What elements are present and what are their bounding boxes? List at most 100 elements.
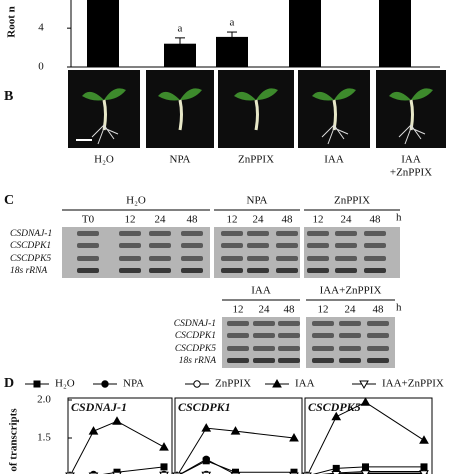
gel-band (149, 256, 171, 261)
seedling-stem (409, 99, 414, 131)
gel-band (77, 256, 99, 261)
legend-label: IAA (295, 378, 315, 390)
unit-label: h (396, 212, 402, 224)
legend-label: IAA+ZnPPIX (382, 378, 444, 390)
marker (201, 423, 212, 432)
time-label: 48 (187, 214, 199, 226)
gel-band (77, 243, 99, 248)
time-label: T0 (82, 214, 95, 226)
series-line (179, 458, 237, 474)
gel-band (181, 231, 203, 236)
condition-label: IAA (324, 154, 344, 166)
y-tick-label: 0 (38, 61, 44, 73)
panel-label: C (4, 193, 14, 208)
unit-label: h (396, 302, 402, 314)
time-label: 24 (259, 304, 271, 316)
gel-band (339, 358, 361, 363)
gel-band (149, 243, 171, 248)
gel-band (364, 256, 386, 261)
marker (419, 435, 429, 444)
marker (202, 455, 210, 463)
condition-label: ZnPPIX (238, 154, 274, 166)
seedling-leaf (234, 88, 278, 101)
bar (216, 36, 248, 67)
time-label: 12 (227, 214, 238, 226)
series-line (177, 427, 295, 474)
marker (160, 463, 168, 471)
gel-band (307, 243, 329, 248)
legend-marker (101, 380, 109, 388)
gel-band (312, 333, 334, 338)
gel-band (227, 333, 249, 338)
gel-band (119, 268, 141, 273)
bar (164, 43, 196, 67)
gel-band (77, 268, 99, 273)
legend-marker (359, 380, 369, 390)
gel-band (339, 333, 361, 338)
time-label: 24 (253, 214, 265, 226)
marker (112, 416, 122, 425)
gel-band (119, 256, 141, 261)
seedling-stem (332, 99, 337, 131)
gel-band (253, 333, 275, 338)
y-axis-label: Root n (6, 6, 18, 37)
legend-label: NPA (123, 378, 144, 390)
gel-band (247, 231, 269, 236)
gel-band (221, 268, 243, 273)
legend-marker (272, 378, 282, 388)
seedling-leaf (158, 88, 202, 101)
condition-label: IAA (401, 154, 421, 166)
marker (88, 426, 99, 435)
group-label: IAA (251, 285, 271, 297)
marker (419, 470, 429, 474)
panel-label: B (4, 89, 13, 104)
time-label: 48 (282, 214, 294, 226)
time-label: 12 (313, 214, 324, 226)
gel-band (364, 243, 386, 248)
plot-frame (67, 397, 173, 474)
gel-band (221, 243, 243, 248)
gel-band (278, 346, 300, 351)
seedling-leaf (389, 88, 433, 101)
gel-band (253, 321, 275, 326)
series-line (70, 420, 165, 474)
gel-band (181, 268, 203, 273)
group-label: NPA (247, 195, 268, 207)
plot-frame (174, 397, 303, 474)
y-tick-label: 1.5 (37, 432, 51, 444)
y-tick-label: 4 (38, 22, 44, 34)
gene-label: CSDNAJ-1 (174, 319, 216, 329)
annotation: a (178, 22, 183, 34)
y-tick-label: 2.0 (37, 394, 51, 406)
bar (289, 0, 321, 68)
gel-band (364, 231, 386, 236)
annotation: a (230, 17, 235, 29)
gel-band (307, 256, 329, 261)
series-line (312, 466, 424, 474)
gel-band (227, 346, 249, 351)
gene-label: CSDNAJ-1 (10, 229, 52, 239)
marker (289, 432, 299, 442)
gel-band (119, 231, 141, 236)
panel-label: D (4, 376, 14, 391)
series-line (307, 401, 425, 474)
gene-label: CSCDPK5 (10, 254, 51, 264)
gel-band (367, 358, 389, 363)
group-label: ZnPPIX (334, 195, 370, 207)
gel-band (367, 346, 389, 351)
time-label: 12 (125, 214, 136, 226)
gel-band (339, 321, 361, 326)
gel-band (335, 231, 357, 236)
gel-band (247, 256, 269, 261)
marker (360, 470, 371, 474)
gel-band (312, 358, 334, 363)
gene-label: CSCDPK5 (175, 344, 216, 354)
gel-band (119, 243, 141, 248)
gel-band (247, 268, 269, 273)
marker (360, 397, 371, 406)
gel-band (278, 358, 300, 363)
gel-band (227, 321, 249, 326)
gel-band (247, 243, 269, 248)
legend-label: H₂O (55, 378, 75, 390)
gel-band (312, 346, 334, 351)
